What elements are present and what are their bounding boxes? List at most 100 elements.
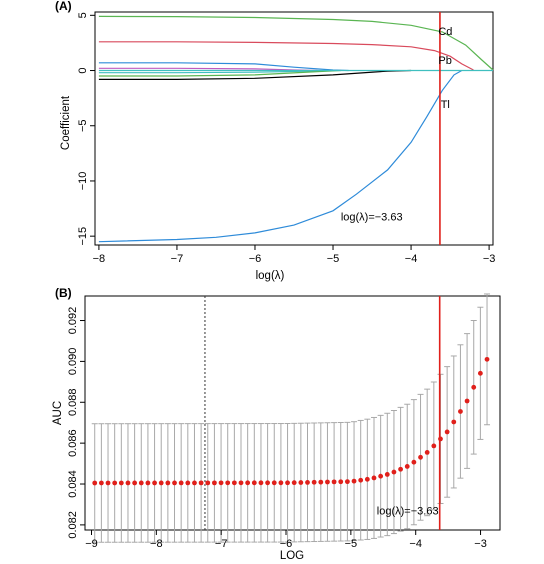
panel-a-y-axis-title: Coefficient	[60, 95, 72, 150]
auc-point	[398, 466, 403, 472]
panel-b-y-axis: 0.082 0.084 0.086 0.088 0.090 0.092	[67, 307, 85, 539]
panel-a-x-tick-label: −7	[171, 253, 184, 265]
panel-a-annotation: log(λ)=−3.63	[341, 212, 403, 224]
panel-a-x-axis-title: log(λ)	[256, 270, 285, 282]
auc-point	[451, 419, 457, 425]
auc-point	[404, 464, 410, 469]
auc-point	[325, 479, 330, 485]
panel-b-y-axis-title: AUC	[52, 401, 64, 425]
panel-a: (A) −8 −7 −6 −5 −4 −3 −15 −10 −5 0 5 Cd Pb Tl log(λ)…	[55, 0, 495, 282]
panel-a-plot-frame	[94, 11, 494, 246]
auc-point	[411, 459, 417, 465]
auc-point	[298, 480, 304, 485]
auc-point	[391, 469, 397, 475]
auc-point	[364, 476, 370, 482]
panel-b-annotation: log(λ)=−3.63	[377, 506, 439, 518]
auc-point	[338, 479, 344, 485]
auc-point	[285, 480, 290, 486]
auc-point	[178, 480, 184, 486]
panel-a-x-tick-label: −4	[405, 253, 418, 265]
auc-point	[444, 429, 450, 435]
auc-point	[424, 450, 430, 455]
panel-b-auc-points	[91, 293, 491, 543]
panel-a-label: (A)	[55, 0, 72, 13]
panel-a-coefficient-paths	[98, 12, 494, 245]
panel-a-x-tick-label: −6	[249, 253, 262, 265]
panel-b-x-tick-label: −9	[85, 538, 98, 550]
auc-point	[351, 478, 357, 484]
auc-point	[112, 480, 118, 486]
coefficient-path-1	[98, 15, 494, 71]
auc-point	[212, 480, 217, 486]
panel-a-annotation: Pb	[438, 55, 451, 67]
auc-point	[271, 480, 277, 486]
panel-b-x-tick-label: −3	[474, 538, 487, 550]
auc-point	[218, 480, 224, 486]
auc-point	[132, 480, 138, 486]
panel-b: (B) −9 −8 −7 −6 −5 −4 −3 0.0820.0840.0860.0880…	[52, 286, 501, 562]
panel-a-y-tick-label: −15	[77, 227, 89, 246]
panel-b-y-tick-label: 0.092	[67, 307, 79, 335]
coefficient-path-2	[98, 41, 474, 71]
panel-b-label: (B)	[55, 286, 72, 300]
panel-b-x-axis-title: LOG	[280, 550, 304, 562]
panel-b-y-tick-label: 0.084	[67, 470, 79, 498]
coefficient-path-3	[98, 69, 463, 243]
auc-point	[198, 480, 204, 486]
auc-point	[418, 454, 423, 460]
auc-point	[125, 480, 131, 486]
panel-a-x-tick-label: −3	[483, 253, 496, 265]
auc-point	[318, 479, 324, 485]
panel-b-y-tick-label: 0.090	[67, 348, 79, 376]
auc-point	[378, 473, 384, 479]
auc-point	[458, 409, 463, 414]
panel-b-x-tick-label: −6	[280, 538, 293, 550]
panel-a-x-axis: −8 −7 −6 −5 −4 −3	[93, 245, 496, 265]
auc-point	[238, 480, 244, 486]
auc-point	[251, 480, 257, 486]
auc-point	[265, 480, 271, 486]
panel-a-annotation: Cd	[438, 26, 452, 38]
auc-point	[484, 356, 490, 362]
panel-a-annotation: Tl	[441, 99, 450, 111]
auc-point	[145, 480, 151, 486]
auc-point	[231, 480, 237, 486]
auc-point	[258, 480, 264, 486]
auc-point	[105, 480, 111, 486]
auc-point	[118, 480, 124, 486]
auc-point	[311, 479, 317, 485]
panel-a-y-axis: −15 −10 −5 0 5	[77, 12, 95, 246]
auc-point	[431, 443, 437, 449]
auc-point	[165, 480, 171, 486]
auc-point	[98, 480, 104, 486]
auc-point	[384, 472, 390, 477]
panel-b-annotations: log(λ)=−3.63	[377, 506, 439, 518]
auc-point	[331, 479, 337, 485]
auc-point	[92, 480, 98, 486]
auc-point	[291, 480, 297, 486]
panel-a-annotations: Cd Pb Tl log(λ)=−3.63	[341, 26, 453, 224]
auc-point	[152, 480, 157, 486]
auc-point	[158, 480, 164, 486]
panel-a-y-tick-label: 0	[77, 67, 89, 73]
auc-point	[305, 479, 310, 485]
panel-b-y-tick-label: 0.082	[67, 511, 79, 539]
panel-b-x-tick-label: −4	[409, 538, 422, 550]
auc-point	[185, 480, 191, 486]
auc-point	[138, 480, 144, 486]
panel-b-y-tick-label: 0.088	[67, 389, 79, 417]
panel-b-x-axis: −9 −8 −7 −6 −5 −4 −3	[85, 530, 487, 550]
panel-a-y-tick-label: 5	[77, 12, 89, 18]
auc-point	[192, 480, 197, 486]
auc-point	[464, 398, 470, 404]
panel-b-plot-frame	[84, 295, 501, 531]
panel-b-y-tick-label: 0.086	[67, 429, 79, 457]
panel-b-x-tick-label: −7	[215, 538, 228, 550]
auc-point	[371, 475, 377, 481]
panel-a-y-tick-label: −5	[77, 119, 89, 132]
auc-point	[205, 480, 211, 486]
panel-b-x-tick-label: −8	[150, 538, 163, 550]
auc-point	[172, 480, 177, 486]
